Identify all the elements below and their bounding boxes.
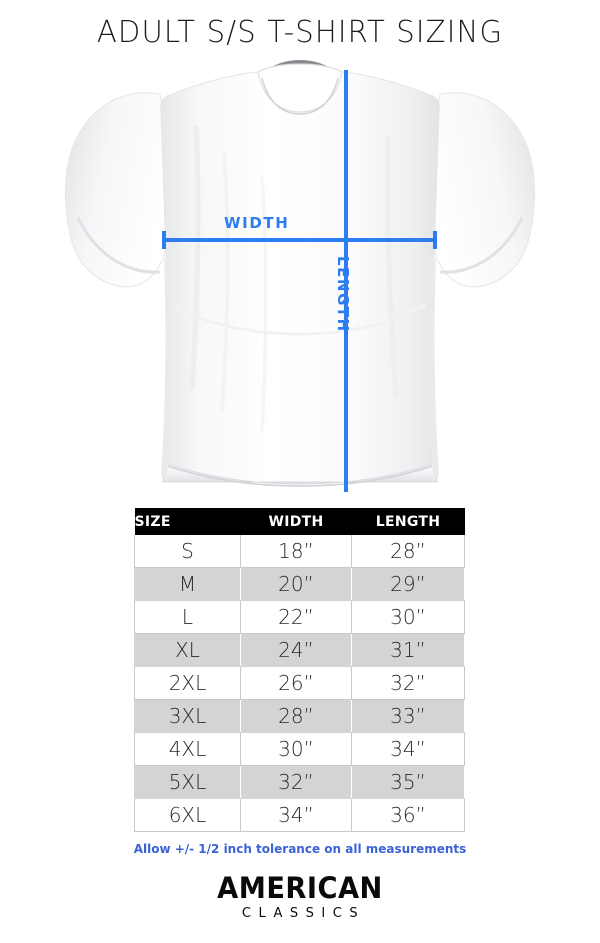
cell-width: 32” — [240, 765, 352, 799]
tolerance-note: Allow +/- 1/2 inch tolerance on all meas… — [133, 842, 467, 856]
size-table-container: SIZE WIDTH LENGTH S 18” 28” M 20” 29” L — [134, 508, 465, 832]
cell-length: 34” — [351, 732, 465, 766]
table-row: XL 24” 31” — [134, 633, 465, 667]
size-table-header: SIZE WIDTH LENGTH — [134, 508, 465, 535]
cell-size: L — [134, 600, 241, 634]
table-row: 5XL 32” 35” — [134, 765, 465, 799]
cell-length: 36” — [351, 798, 465, 832]
cell-length: 29” — [351, 567, 465, 601]
brand-name-primary: AMERICAN — [217, 871, 383, 905]
size-table: SIZE WIDTH LENGTH S 18” 28” M 20” 29” L — [134, 508, 465, 832]
table-row: 2XL 26” 32” — [134, 666, 465, 700]
cell-length: 35” — [351, 765, 465, 799]
cell-size: 4XL — [134, 732, 241, 766]
cell-length: 32” — [351, 666, 465, 700]
cell-width: 18” — [240, 535, 352, 568]
tshirt-graphic — [64, 60, 536, 487]
cell-size: XL — [134, 633, 241, 667]
page-title: ADULT S/S T-SHIRT SIZING — [96, 15, 504, 50]
table-header-row: SIZE WIDTH LENGTH — [134, 508, 465, 535]
cell-length: 31” — [351, 633, 465, 667]
table-row: S 18” 28” — [134, 535, 465, 568]
table-row: 4XL 30” 34” — [134, 732, 465, 766]
cell-size: 5XL — [134, 765, 241, 799]
cell-width: 34” — [240, 798, 352, 832]
cell-length: 28” — [351, 535, 465, 568]
cell-size: 3XL — [134, 699, 241, 733]
cell-width: 24” — [240, 633, 352, 667]
cell-width: 20” — [240, 567, 352, 601]
cell-size: S — [134, 535, 241, 568]
cell-width: 26” — [240, 666, 352, 700]
brand-logo: AMERICAN CLASSICS — [0, 872, 600, 923]
table-row: 6XL 34” 36” — [134, 798, 465, 832]
column-header-width: WIDTH — [240, 508, 352, 535]
cell-length: 30” — [351, 600, 465, 634]
brand-name-secondary: CLASSICS — [241, 906, 366, 921]
table-row: M 20” 29” — [134, 567, 465, 601]
cell-length: 33” — [351, 699, 465, 733]
column-header-length: LENGTH — [351, 508, 465, 535]
cell-width: 22” — [240, 600, 352, 634]
column-header-size: SIZE — [134, 508, 241, 535]
size-table-body: S 18” 28” M 20” 29” L 22” 30” XL 24” — [134, 535, 465, 832]
cell-size: 6XL — [134, 798, 241, 832]
table-row: L 22” 30” — [134, 600, 465, 634]
cell-size: 2XL — [134, 666, 241, 700]
cell-width: 28” — [240, 699, 352, 733]
cell-width: 30” — [240, 732, 352, 766]
tshirt-illustration — [0, 58, 600, 500]
table-row: 3XL 28” 33” — [134, 699, 465, 733]
cell-size: M — [134, 567, 241, 601]
